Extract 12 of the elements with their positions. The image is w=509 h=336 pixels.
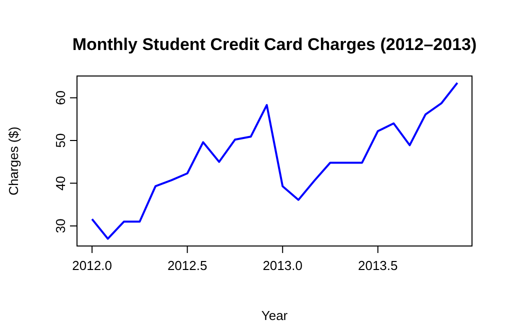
y-axis-title: Charges ($) xyxy=(6,126,21,196)
chart-title: Monthly Student Credit Card Charges (2012–2013) xyxy=(72,35,477,54)
x-tick-label: 2012.0 xyxy=(72,258,112,273)
x-tick-label: 2013.0 xyxy=(262,258,302,273)
y-tick-label: 30 xyxy=(53,218,68,234)
y-tick-label: 60 xyxy=(53,90,68,106)
x-axis-title: Year xyxy=(261,308,288,323)
x-tick-label: 2012.5 xyxy=(167,258,208,273)
y-tick-label: 40 xyxy=(53,176,68,190)
x-tick-label: 2013.5 xyxy=(358,258,398,273)
line-series xyxy=(91,82,458,240)
y-tick-label: 50 xyxy=(53,133,68,148)
